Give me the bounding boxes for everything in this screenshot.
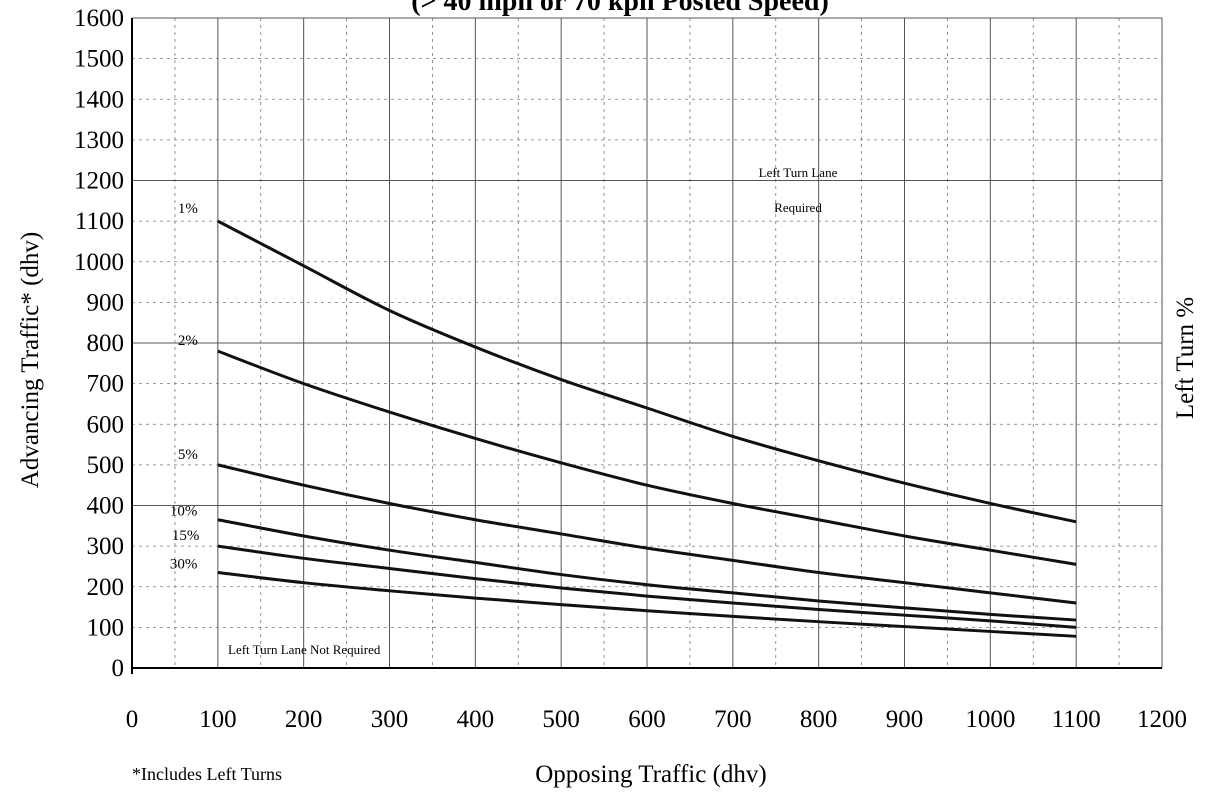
y-tick-label: 900: [87, 289, 125, 316]
x-axis-title: Opposing Traffic (dhv): [535, 761, 766, 788]
y-tick-label: 1600: [74, 5, 124, 32]
required-region-label-line1: Left Turn Lane: [759, 165, 838, 180]
series-line-30pct: [217, 571, 1077, 638]
series-label-15pct: 15%: [172, 528, 200, 544]
x-tick-label: 600: [628, 706, 666, 733]
label-layer: 1% 2% 5% 10% 15% 30%: [170, 201, 200, 572]
footnote: *Includes Left Turns: [132, 764, 282, 784]
y-tick-label: 1000: [74, 249, 124, 276]
x-tick-label: 800: [800, 706, 838, 733]
not-required-region-label: Left Turn Lane Not Required: [228, 642, 381, 657]
y-tick-label: 400: [87, 493, 125, 520]
x-tick-label: 400: [457, 706, 495, 733]
series-label-2pct: 2%: [178, 333, 198, 349]
y-tick-label: 300: [87, 533, 125, 560]
y-tick-label: 0: [112, 655, 125, 682]
axis-layer: 0 100 200 300 400 500 600 700 800 900 1000 1100 1200…: [74, 5, 1187, 733]
series-line-5pct: [217, 463, 1077, 605]
y-tick-label: 1300: [74, 127, 124, 154]
y-tick-label: 1200: [74, 168, 124, 195]
y-tick-label: 1100: [75, 208, 124, 235]
x-tick-label: 1000: [965, 706, 1015, 733]
series-label-30pct: 30%: [170, 557, 198, 573]
series-label-10pct: 10%: [170, 504, 198, 520]
x-tick-label: 100: [199, 706, 237, 733]
required-region-label-line2: Required: [774, 200, 822, 215]
series-label-1pct: 1%: [178, 201, 198, 217]
x-tick-label: 700: [714, 706, 752, 733]
x-tick-label: 900: [886, 706, 924, 733]
x-tick-label: 500: [542, 706, 580, 733]
y-tick-label: 200: [87, 574, 125, 601]
series-line-10pct: [217, 518, 1077, 622]
y-tick-label: 1500: [74, 46, 124, 73]
series-line-1pct: [217, 219, 1077, 524]
y-axis-title-right: Left Turn %: [1172, 297, 1199, 419]
x-tick-label: 300: [371, 706, 409, 733]
y-tick-label: 700: [87, 371, 125, 398]
x-tick-label: 1100: [1052, 706, 1101, 733]
x-tick-label: 1200: [1137, 706, 1187, 733]
y-tick-label: 500: [87, 452, 125, 479]
series-line-15pct: [217, 544, 1077, 629]
x-tick-label: 0: [126, 706, 139, 733]
series-label-5pct: 5%: [178, 447, 198, 463]
series-line-2pct: [217, 349, 1077, 566]
y-tick-label: 600: [87, 411, 125, 438]
chart-title: (> 40 mph or 70 kph Posted Speed): [411, 0, 829, 17]
y-tick-label: 100: [87, 614, 125, 641]
series-layer: [217, 219, 1077, 638]
x-tick-label: 200: [285, 706, 323, 733]
y-axis-title: Advancing Traffic* (dhv): [17, 232, 44, 488]
y-tick-label: 1400: [74, 86, 124, 113]
y-tick-label: 800: [87, 330, 125, 357]
grid-layer: [132, 17, 1163, 668]
